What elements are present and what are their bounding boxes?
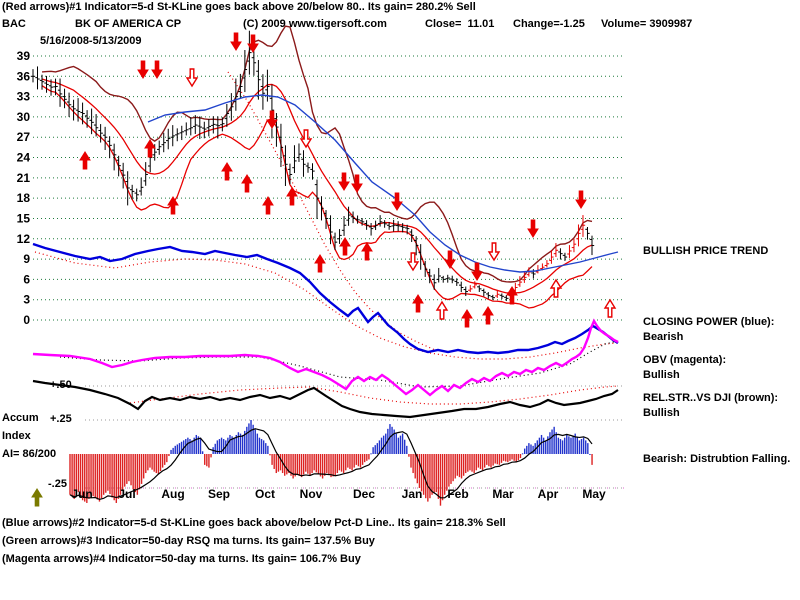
ticker-symbol: BAC	[2, 18, 26, 30]
price-trend-annotation: BULLISH PRICE TREND	[643, 245, 769, 257]
svg-text:Jul: Jul	[118, 487, 135, 501]
indicator3-footer: (Green arrows)#3 Indicator=50-day RSQ ma…	[2, 535, 375, 547]
svg-text:May: May	[582, 487, 606, 501]
relstr-label: REL.STR..VS DJI (brown):	[643, 392, 779, 404]
plus25-label: +.25	[50, 413, 72, 425]
volume-value: Volume= 3909987	[601, 18, 693, 30]
indicator4-footer: (Magenta arrows)#4 Indicator=50-day ma t…	[2, 553, 361, 565]
svg-text:0: 0	[23, 313, 30, 327]
svg-text:Feb: Feb	[447, 487, 468, 501]
svg-text:Dec: Dec	[353, 487, 375, 501]
close-value: Close= 11.01	[425, 18, 495, 30]
svg-text:36: 36	[17, 69, 31, 83]
svg-text:6: 6	[23, 272, 30, 286]
svg-text:Mar: Mar	[492, 487, 514, 501]
svg-text:Nov: Nov	[300, 487, 323, 501]
svg-text:Apr: Apr	[538, 487, 559, 501]
svg-text:Oct: Oct	[255, 487, 275, 501]
svg-text:12: 12	[17, 232, 31, 246]
svg-text:30: 30	[17, 110, 31, 124]
svg-text:21: 21	[17, 171, 31, 185]
svg-text:33: 33	[17, 90, 31, 104]
index-label: Index	[2, 430, 31, 442]
svg-text:15: 15	[17, 211, 31, 225]
svg-text:9: 9	[23, 252, 30, 266]
copyright-text: (C) 2009 www.tigersoft.com	[243, 18, 387, 30]
obv-status: Bullish	[643, 369, 680, 381]
change-value: Change=-1.25	[513, 18, 585, 30]
plus50-label: +.50	[50, 379, 72, 391]
closing-power-status: Bearish	[643, 331, 684, 343]
relstr-status: Bullish	[643, 407, 680, 419]
closing-power-label: CLOSING POWER (blue):	[643, 316, 775, 328]
distribution-note: Bearish: Distrubtion Falling.	[643, 453, 791, 465]
svg-text:Aug: Aug	[161, 487, 184, 501]
indicator2-footer: (Blue arrows)#2 Indicator=5-d St-KLine g…	[2, 517, 506, 529]
date-range: 5/16/2008-5/13/2009	[40, 35, 142, 47]
accum-label: Accum	[2, 412, 39, 424]
svg-text:Jun: Jun	[71, 487, 92, 501]
svg-text:Sep: Sep	[208, 487, 230, 501]
minus25-label: -.25	[48, 478, 67, 490]
svg-text:Jan: Jan	[402, 487, 423, 501]
company-name: BK OF AMERICA CP	[75, 18, 182, 30]
svg-text:24: 24	[17, 151, 31, 165]
ai-value: AI= 86/200	[2, 448, 57, 460]
svg-text:3: 3	[23, 293, 30, 307]
obv-label: OBV (magenta):	[643, 354, 727, 366]
svg-text:39: 39	[17, 49, 31, 63]
svg-text:18: 18	[17, 191, 31, 205]
indicator1-header: (Red arrows)#1 Indicator=5-d St-KLine go…	[2, 1, 476, 13]
svg-text:27: 27	[17, 130, 31, 144]
